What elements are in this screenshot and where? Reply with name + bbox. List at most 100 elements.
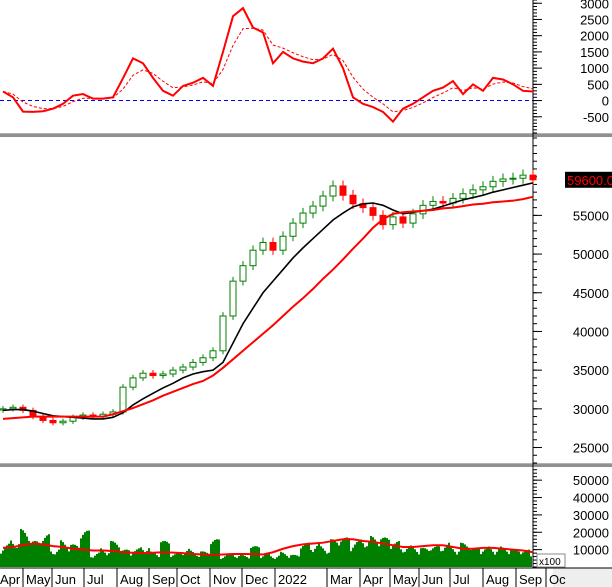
volume-bar bbox=[260, 558, 262, 567]
volume-bar bbox=[234, 556, 236, 567]
volume-bar bbox=[476, 547, 478, 567]
volume-bar bbox=[334, 540, 336, 567]
volume-bar bbox=[522, 552, 524, 567]
volume-bar bbox=[242, 555, 244, 567]
candle-body bbox=[189, 361, 197, 368]
volume-bar bbox=[156, 555, 158, 567]
volume-bar bbox=[250, 548, 252, 567]
oscillator-tick-label: 3000 bbox=[580, 0, 609, 11]
volume-bar bbox=[232, 555, 234, 567]
volume-bar bbox=[290, 555, 292, 567]
volume-bar bbox=[160, 542, 162, 567]
x-axis-month-label: Nov bbox=[213, 572, 237, 587]
volume-bar bbox=[174, 554, 176, 567]
volume-bar bbox=[126, 549, 128, 567]
volume-bar bbox=[142, 550, 144, 567]
candle-body bbox=[399, 216, 407, 224]
volume-bar bbox=[450, 547, 452, 567]
x-axis-month-label: May bbox=[393, 572, 418, 587]
volume-bar bbox=[88, 530, 90, 567]
volume-bar bbox=[338, 545, 340, 567]
volume-bar bbox=[46, 535, 48, 567]
volume-bar bbox=[362, 543, 364, 567]
volume-bar bbox=[24, 532, 26, 567]
volume-bar bbox=[386, 538, 388, 567]
oscillator-tick-label: 500 bbox=[587, 77, 609, 92]
volume-bar bbox=[264, 554, 266, 567]
volume-bar bbox=[70, 544, 72, 567]
volume-bar bbox=[208, 554, 210, 567]
volume-bar bbox=[318, 543, 320, 567]
volume-bar bbox=[528, 549, 530, 567]
volume-bar bbox=[494, 554, 496, 567]
volume-bar bbox=[272, 557, 274, 567]
x-axis-month-label: 2022 bbox=[278, 572, 307, 587]
volume-bar bbox=[230, 553, 232, 567]
candle-body bbox=[269, 241, 277, 251]
candle-body bbox=[119, 386, 127, 413]
volume-bar bbox=[456, 554, 458, 567]
volume-bar bbox=[202, 551, 204, 567]
oscillator-line bbox=[2, 6, 534, 124]
price-tick-label: 45000 bbox=[573, 286, 609, 301]
volume-bar bbox=[186, 550, 188, 567]
price-tick-label: 35000 bbox=[573, 363, 609, 378]
volume-bar bbox=[354, 544, 356, 567]
volume-bar bbox=[302, 546, 304, 567]
volume-bar bbox=[326, 553, 328, 567]
volume-bar bbox=[66, 547, 68, 567]
volume-bar bbox=[148, 548, 150, 567]
x-axis-month-label: Apr bbox=[363, 572, 384, 587]
short-moving-average-line bbox=[2, 182, 534, 420]
volume-bar bbox=[206, 552, 208, 567]
candle-body bbox=[219, 315, 227, 352]
x-axis-month-label: Jun bbox=[422, 572, 443, 587]
volume-bar bbox=[4, 547, 6, 567]
volume-bar bbox=[280, 551, 282, 567]
volume-bar bbox=[388, 539, 390, 567]
volume-bar bbox=[404, 551, 406, 567]
volume-bar bbox=[336, 542, 338, 567]
volume-bar bbox=[42, 540, 44, 567]
volume-bar bbox=[518, 551, 520, 567]
volume-bar bbox=[392, 546, 394, 567]
volume-bar bbox=[82, 534, 84, 567]
x-axis-month-label: Aug bbox=[486, 572, 509, 587]
volume-bar bbox=[330, 539, 332, 567]
oscillator-tick-label: 1500 bbox=[580, 45, 609, 60]
volume-bar bbox=[474, 547, 476, 567]
volume-bar bbox=[282, 552, 284, 567]
volume-bar bbox=[452, 549, 454, 567]
volume-bar bbox=[300, 548, 302, 567]
volume-bar bbox=[508, 554, 510, 567]
volume-bar bbox=[284, 554, 286, 567]
volume-bar bbox=[396, 541, 398, 567]
volume-bar bbox=[288, 557, 290, 567]
volume-bar bbox=[398, 541, 400, 567]
volume-bar bbox=[278, 555, 280, 567]
volume-unit-label: x100 bbox=[539, 557, 561, 568]
volume-bar bbox=[516, 550, 518, 567]
volume-bar bbox=[238, 555, 240, 567]
volume-bar bbox=[98, 552, 100, 567]
price-tick-label: 40000 bbox=[573, 324, 609, 339]
volume-bar bbox=[510, 550, 512, 567]
volume-bar bbox=[486, 547, 488, 567]
oscillator-tick-label: 2500 bbox=[580, 12, 609, 27]
volume-bar bbox=[262, 556, 264, 567]
price-tick-label: 55000 bbox=[573, 208, 609, 223]
candle-body bbox=[279, 235, 287, 251]
volume-bar bbox=[204, 551, 206, 567]
volume-bar bbox=[172, 555, 174, 567]
volume-bar bbox=[350, 551, 352, 567]
volume-bar bbox=[384, 537, 386, 567]
volume-bar bbox=[152, 552, 154, 567]
volume-bar bbox=[166, 541, 168, 567]
volume-bar bbox=[90, 557, 92, 567]
candle-body bbox=[529, 174, 537, 181]
candle-body bbox=[459, 193, 467, 199]
oscillator-tick-label: 2000 bbox=[580, 29, 609, 44]
volume-bar bbox=[76, 545, 78, 567]
volume-bar bbox=[18, 544, 20, 567]
